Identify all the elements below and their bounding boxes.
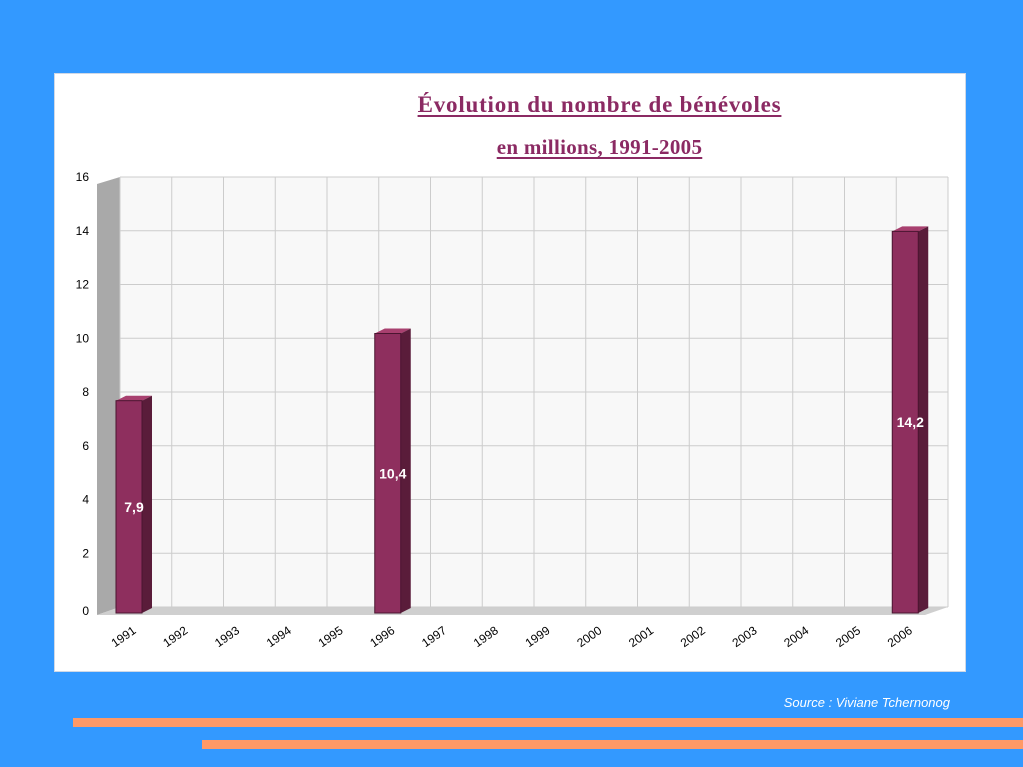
bar-side-face	[400, 328, 411, 613]
y-tick-label: 12	[76, 278, 90, 292]
x-tick-label: 2004	[781, 623, 811, 650]
bar	[115, 400, 143, 614]
y-tick-label: 2	[82, 546, 89, 560]
x-tick-label: 2006	[885, 623, 915, 650]
bar-top-face	[116, 395, 152, 401]
x-tick-label: 1998	[471, 623, 501, 650]
bar	[374, 333, 402, 614]
y-tick-label: 8	[82, 385, 89, 399]
bar	[891, 230, 919, 614]
bar-side-face	[918, 226, 929, 613]
x-tick-label: 2000	[574, 623, 604, 650]
bar-data-label: 14,2	[897, 414, 924, 430]
chart-title: Évolution du nombre de bénévoles	[417, 92, 782, 117]
x-tick-label: 1991	[109, 623, 139, 650]
bar-side-face	[142, 395, 152, 613]
decorative-stripe-bottom	[202, 740, 1023, 749]
y-tick-label: 14	[76, 224, 90, 238]
x-tick-label: 2005	[833, 623, 863, 650]
x-tick-label: 1994	[264, 623, 294, 650]
y-tick-label: 10	[76, 331, 90, 345]
chart-subtitle: en millions, 1991-2005	[496, 135, 703, 159]
bar-top-face	[374, 328, 411, 334]
x-tick-label: 2001	[626, 623, 656, 650]
plot-floor	[97, 607, 948, 615]
x-tick-label: 2002	[678, 623, 708, 650]
y-tick-label: 4	[82, 493, 89, 507]
x-tick-label: 2003	[730, 623, 760, 650]
y-tick-label: 0	[82, 604, 89, 618]
plot-side-wall	[97, 177, 120, 615]
bar-data-label: 10,4	[379, 465, 406, 481]
x-tick-label: 1992	[160, 623, 190, 650]
x-tick-label: 1993	[212, 623, 242, 650]
x-tick-label: 1999	[523, 623, 553, 650]
x-tick-label: 1997	[419, 623, 449, 650]
x-tick-label: 1996	[367, 623, 397, 650]
y-tick-label: 16	[76, 170, 90, 184]
decorative-stripe-top	[73, 718, 1023, 727]
bar-data-label: 7,9	[124, 499, 144, 515]
source-note: Source : Viviane Tchernonog	[783, 695, 950, 710]
y-tick-label: 6	[82, 439, 89, 453]
bar-top-face	[892, 226, 929, 232]
x-tick-label: 1995	[316, 623, 346, 650]
